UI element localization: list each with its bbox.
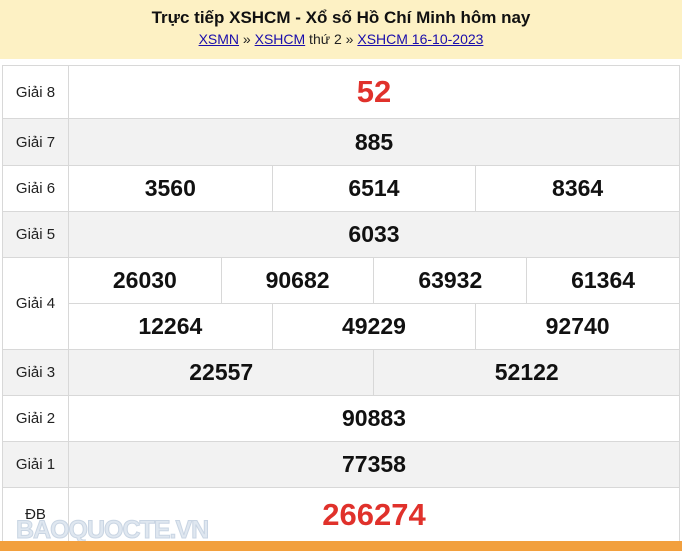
breadcrumb-xshcm-link[interactable]: XSHCM bbox=[254, 31, 306, 47]
prize-label: Giải 1 bbox=[2, 441, 69, 488]
prize-number: 90883 bbox=[68, 395, 680, 442]
row-giai-2: Giải 2 90883 bbox=[2, 395, 680, 442]
special-prize-number: 266274 bbox=[68, 487, 680, 542]
prize-number: 22557 bbox=[67, 349, 375, 396]
prize-label: Giải 2 bbox=[2, 395, 69, 442]
prize-label: ĐB bbox=[2, 487, 69, 542]
footer-bar bbox=[0, 541, 682, 551]
row-dac-biet: ĐB 266274 bbox=[2, 487, 680, 542]
prize-number: 52 bbox=[68, 65, 680, 119]
row-giai-5: Giải 5 6033 bbox=[2, 211, 680, 258]
row-giai-4: Giải 4 26030 90682 63932 61364 bbox=[2, 257, 680, 350]
prize-label: Giải 4 bbox=[2, 257, 69, 350]
results-table: Giải 8 52 Giải 7 885 Giải 6 3560 6514 8364 Gi… bbox=[2, 65, 680, 542]
prize-number: 90682 bbox=[220, 257, 375, 304]
prize-number: 63932 bbox=[373, 257, 528, 304]
breadcrumb: XSMN » XSHCM thứ 2 » XSHCM 16-10-2023 bbox=[0, 31, 682, 47]
row-giai-7: Giải 7 885 bbox=[2, 118, 680, 166]
prize-number: 52122 bbox=[373, 349, 680, 396]
prize-number: 3560 bbox=[68, 165, 273, 212]
row-giai-4b: 12264 49229 92740 bbox=[3, 303, 680, 350]
prize-label: Giải 5 bbox=[2, 211, 69, 258]
prize-number: 885 bbox=[68, 118, 680, 166]
page-title: Trực tiếp XSHCM - Xổ số Hồ Chí Minh hôm … bbox=[151, 8, 531, 27]
prize-number: 12264 bbox=[68, 303, 273, 350]
prize-label: Giải 3 bbox=[2, 349, 69, 396]
breadcrumb-xsmn-link[interactable]: XSMN bbox=[198, 31, 240, 47]
prize-label: Giải 7 bbox=[2, 118, 69, 166]
row-giai-8: Giải 8 52 bbox=[2, 65, 680, 119]
prize-label: Giải 6 bbox=[2, 165, 69, 212]
prize-number: 8364 bbox=[475, 165, 680, 212]
watermark: BAOQUOCTE.VN bbox=[15, 516, 209, 545]
prize-number: 77358 bbox=[68, 441, 680, 488]
prize-number: 49229 bbox=[271, 303, 477, 350]
prize-number: 26030 bbox=[68, 257, 222, 304]
breadcrumb-day: thứ 2 » bbox=[305, 31, 358, 47]
prize-number: 92740 bbox=[475, 303, 680, 350]
row-giai-1: Giải 1 77358 bbox=[2, 441, 680, 488]
breadcrumb-separator: » bbox=[239, 31, 255, 47]
prize-number: 6514 bbox=[271, 165, 477, 212]
prize-number: 6033 bbox=[68, 211, 680, 258]
prize-label: Giải 8 bbox=[2, 65, 69, 119]
row-giai-3: Giải 3 22557 52122 bbox=[2, 349, 680, 396]
prize-number: 61364 bbox=[526, 257, 680, 304]
breadcrumb-date-link[interactable]: XSHCM 16-10-2023 bbox=[357, 31, 484, 47]
page-header: Trực tiếp XSHCM - Xổ số Hồ Chí Minh hôm … bbox=[0, 0, 682, 59]
row-giai-6: Giải 6 3560 6514 8364 bbox=[2, 165, 680, 212]
